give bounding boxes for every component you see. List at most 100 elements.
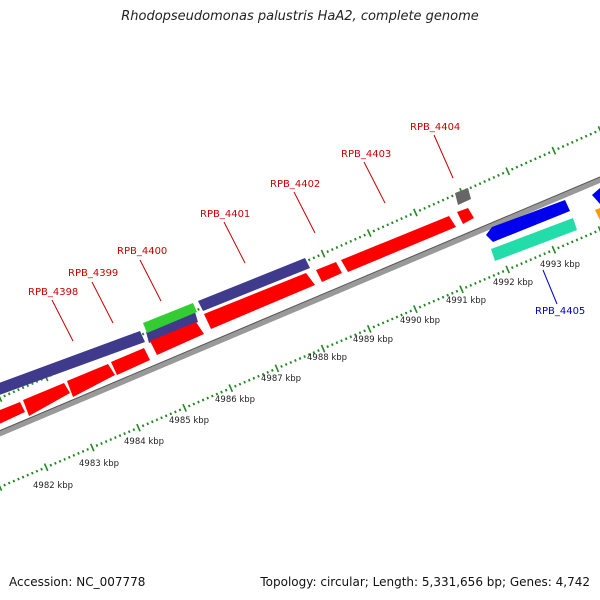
major-tick — [597, 226, 600, 233]
major-tick — [505, 265, 511, 274]
minor-tick — [100, 442, 103, 445]
other-feature — [455, 188, 471, 205]
minor-tick — [580, 236, 583, 240]
minor-tick — [492, 274, 496, 277]
minor-tick — [271, 368, 274, 372]
major-tick — [551, 245, 557, 254]
minor-tick — [497, 272, 500, 275]
minor-tick — [534, 157, 537, 161]
minor-tick — [312, 256, 316, 260]
major-tick — [228, 384, 234, 393]
minor-tick — [294, 359, 297, 362]
major-tick — [413, 208, 418, 217]
minor-tick — [17, 388, 20, 392]
minor-tick — [589, 232, 593, 236]
minor-tick — [174, 410, 177, 414]
minor-tick — [354, 237, 357, 241]
gene-labels: RPB_4398 RPB_4399 RPB_4400 RPB_4401 RPB_… — [28, 122, 585, 317]
minor-tick — [317, 349, 320, 353]
gene-label: RPB_4405 — [535, 306, 585, 317]
major-tick — [413, 305, 418, 314]
minor-tick — [307, 258, 311, 262]
minor-tick — [224, 388, 228, 392]
minor-tick — [524, 260, 528, 264]
scale-label: 4988 kbp — [307, 353, 347, 363]
minor-tick — [451, 291, 454, 295]
minor-tick — [483, 180, 486, 184]
minor-tick — [340, 339, 343, 343]
minor-tick — [312, 351, 316, 355]
genome-stats-text: Topology: circular; Length: 5,331,656 bp… — [260, 575, 590, 589]
minor-tick — [404, 215, 408, 219]
minor-tick — [331, 343, 334, 347]
minor-tick — [529, 159, 533, 163]
major-tick — [459, 285, 464, 294]
minor-tick — [335, 246, 339, 249]
minor-tick — [192, 402, 196, 406]
minor-tick — [261, 372, 265, 376]
major-tick — [136, 423, 141, 432]
minor-tick — [418, 208, 422, 212]
minor-tick — [86, 447, 89, 451]
minor-tick — [344, 337, 348, 341]
minor-tick — [501, 270, 505, 273]
minor-tick — [570, 140, 574, 144]
scale-ticks — [0, 226, 600, 491]
minor-tick — [109, 438, 113, 442]
minor-tick — [478, 182, 482, 186]
minor-tick — [372, 325, 376, 329]
minor-tick — [187, 404, 191, 408]
minor-tick — [266, 370, 269, 374]
minor-tick — [450, 194, 454, 198]
cds-arrow — [457, 208, 474, 224]
major-tick — [0, 484, 3, 491]
minor-tick — [220, 390, 223, 394]
minor-tick — [423, 303, 426, 307]
major-tick — [366, 229, 372, 238]
minor-tick — [358, 235, 362, 239]
gene-label: RPB_4402 — [270, 179, 320, 190]
minor-tick — [340, 243, 343, 247]
minor-tick — [169, 412, 173, 416]
major-tick — [0, 396, 3, 402]
minor-tick — [104, 440, 108, 443]
minor-tick — [238, 382, 242, 386]
minor-tick — [400, 313, 403, 317]
minor-tick — [354, 333, 357, 337]
minor-tick — [589, 132, 593, 136]
major-tick — [551, 146, 557, 155]
gene-label: RPB_4404 — [410, 122, 460, 133]
minor-tick — [26, 384, 30, 388]
minor-tick — [363, 329, 366, 333]
minor-tick — [317, 254, 320, 258]
minor-tick — [284, 362, 288, 366]
minor-tick — [26, 473, 29, 477]
minor-tick — [349, 335, 353, 339]
minor-tick — [594, 130, 597, 134]
minor-tick — [557, 246, 560, 250]
scale-label: 4982 kbp — [33, 481, 73, 491]
gene-label: RPB_4403 — [341, 149, 391, 160]
minor-tick — [543, 252, 546, 256]
minor-tick — [211, 394, 214, 398]
minor-tick — [12, 390, 16, 394]
minor-tick — [344, 241, 348, 245]
minor-tick — [164, 414, 168, 418]
minor-tick — [3, 483, 6, 487]
minor-tick — [63, 457, 66, 461]
minor-tick — [474, 184, 477, 188]
cds-arrow — [0, 402, 25, 424]
minor-tick — [529, 258, 533, 262]
major-tick — [597, 126, 600, 132]
minor-tick — [441, 295, 445, 299]
major-tick — [89, 443, 95, 452]
minor-tick — [395, 219, 399, 223]
major-tick — [182, 403, 187, 412]
minor-tick — [469, 283, 473, 287]
minor-tick — [155, 418, 159, 422]
scale-label: 4990 kbp — [400, 316, 440, 326]
orf-track — [0, 258, 310, 395]
minor-tick — [381, 225, 385, 229]
scale-label: 4985 kbp — [169, 416, 209, 426]
